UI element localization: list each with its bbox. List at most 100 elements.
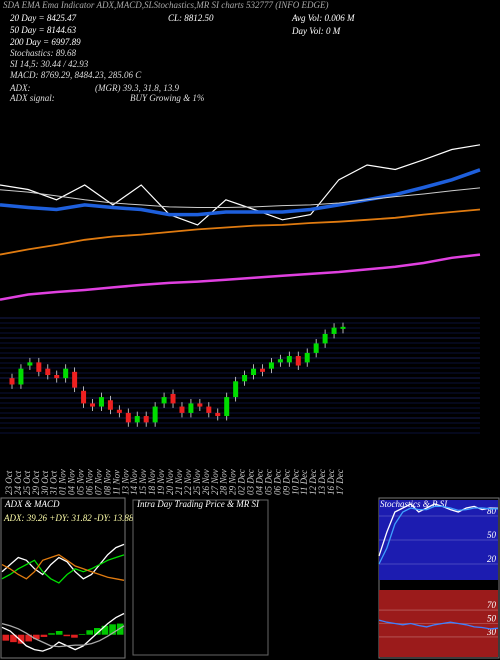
candle-body [295,356,301,366]
histogram-bar [2,634,10,641]
candle-body [143,416,149,423]
histogram-bar [71,634,78,638]
candle-body [322,333,328,344]
header-text: MACD: 8769.29, 8484.23, 285.06 C [9,70,142,80]
histogram-bar [55,631,63,635]
x-tick-label: 12 Dec [308,469,318,495]
candle-body [161,397,167,404]
x-tick-label: 28 Nov [219,469,229,495]
x-tick-label: 22 Nov [183,469,193,495]
candle-body [233,381,239,398]
x-tick-label: 25 Oct [22,470,32,495]
x-tick-label: 10 Dec [290,469,300,495]
panel-background [379,500,498,580]
candle-body [63,368,69,379]
y-tick-label: 30 [486,627,497,637]
x-tick-label: 27 Nov [210,469,220,495]
candle-body [179,406,185,413]
histogram-bar [25,634,32,642]
x-tick-label: 05 Nov [76,469,86,495]
histogram-bar [63,634,71,637]
series-line [378,505,498,565]
x-tick-label: 13 Dec [317,469,327,495]
header-text: BUY Growing & 1% [130,93,204,103]
x-tick-label: 07 Nov [93,469,103,495]
header-text: SDA EMA Ema Indicator ADX,MACD,SLStochas… [3,0,328,10]
candle-body [170,393,176,404]
candle-body [98,397,104,407]
series-line [1,612,125,652]
candle-body [313,343,319,353]
x-tick-label: 23 Oct [4,470,14,495]
candle-body [242,375,248,382]
histogram-bar [78,633,86,635]
panel-title: Intra Day Trading Price & MR SI [136,499,260,509]
candle-body [90,403,96,407]
panel-label: ADX: 39.26 +DY: 31.82 -DY: 13.88 [3,513,134,523]
candle-body [72,371,78,388]
candle-body [134,416,140,423]
histogram-bar [48,633,55,635]
series-line [0,187,481,208]
y-tick-label: 70 [487,600,497,610]
candle-body [116,409,122,413]
x-tick-label: 02 Dec [237,469,247,495]
panel-frame [132,499,269,656]
header-text: Day Vol: 0 M [291,26,341,36]
x-tick-label: 29 Oct [31,470,41,495]
x-tick-label: 08 Nov [102,469,112,495]
x-tick-label: 03 Dec [246,469,256,495]
series-line [0,253,481,301]
header-text: (MGR) 39.3, 31.8, 13.9 [95,83,179,93]
panel-title: Stochastics & R SI [380,499,448,509]
x-tick-label: 09 Dec [281,469,291,495]
x-tick-label: 01 Nov [58,469,68,495]
histogram-bar [116,623,124,635]
series-line [1,554,125,584]
y-tick-label: 20 [487,554,497,564]
header-text: 200 Day = 6997.89 [10,37,81,47]
candle-body [206,406,212,413]
histogram-bar [94,628,101,635]
candle-body [54,375,60,379]
histogram-bar [33,634,40,640]
candle-body [304,352,310,363]
y-tick-label: 50 [487,614,497,624]
candle-body [215,412,221,417]
candle-body [188,403,194,413]
x-tick-label: 20 Nov [165,469,175,495]
series-line [1,622,125,648]
candle-body [9,378,15,385]
x-tick-label: 19 Nov [156,469,166,495]
candle-body [36,362,42,372]
candle-body [277,359,283,363]
candle-body [197,403,203,407]
candle-body [259,368,265,372]
candle-body [268,362,274,369]
x-tick-label: 06 Nov [85,469,95,495]
x-tick-label: 13 Nov [120,469,130,495]
y-tick-label: 80 [487,506,497,516]
candle-body [45,368,51,375]
candle-body [340,326,346,329]
x-tick-label: 16 Dec [326,469,336,495]
panel-title: ADX & MACD [4,499,60,509]
x-tick-label: 31 Oct [49,470,59,496]
candle-body [125,412,131,423]
x-tick-label: 21 Nov [174,469,184,495]
x-tick-label: 11 Dec [299,470,309,495]
histogram-bar [86,630,93,635]
series-line [378,619,499,630]
header-text: ADX: [9,83,31,93]
header-text: 50 Day = 8144.63 [10,25,77,35]
series-line [1,553,125,581]
y-tick-label: 50 [487,530,497,540]
series-line [1,543,125,580]
histogram-bar [40,634,48,637]
x-tick-label: 24 Oct [13,470,23,495]
histogram-bar [10,634,17,643]
header-text: Avg Vol: 0.006 M [291,13,355,23]
candle-body [286,356,292,363]
panel-frame [0,497,126,659]
